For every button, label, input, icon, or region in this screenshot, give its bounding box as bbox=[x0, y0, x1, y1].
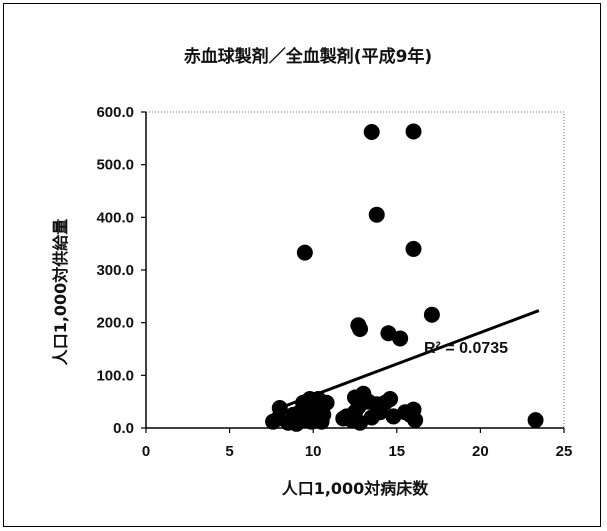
y-tick-label: 500.0 bbox=[96, 157, 134, 174]
x-tick-label: 10 bbox=[305, 443, 322, 460]
data-points bbox=[265, 123, 544, 432]
data-point bbox=[423, 306, 440, 323]
x-axis-label: 人口1,000対病床数 bbox=[282, 479, 430, 498]
x-tick-label: 25 bbox=[556, 443, 573, 460]
data-point bbox=[318, 394, 335, 411]
y-tick-label: 600.0 bbox=[96, 104, 134, 121]
x-tick-label: 20 bbox=[472, 443, 489, 460]
data-point bbox=[296, 244, 313, 261]
data-point bbox=[392, 330, 409, 347]
r-squared-label: R² = 0.0735 bbox=[424, 340, 508, 357]
data-point bbox=[382, 391, 399, 408]
x-tick-label: 5 bbox=[225, 443, 233, 460]
y-tick-label: 0.0 bbox=[113, 420, 134, 437]
x-tick-group: 0 5 10 15 20 25 bbox=[142, 428, 573, 460]
chart-frame bbox=[3, 3, 601, 527]
x-tick-label: 15 bbox=[388, 443, 405, 460]
y-tick-label: 200.0 bbox=[96, 315, 134, 332]
data-point bbox=[407, 412, 424, 429]
y-tick-label: 300.0 bbox=[96, 262, 134, 279]
y-tick-label: 100.0 bbox=[96, 367, 134, 384]
data-point bbox=[527, 412, 544, 429]
data-point bbox=[363, 124, 380, 141]
trendline-group bbox=[279, 309, 540, 410]
data-point bbox=[315, 406, 332, 423]
y-axis-label: 人口1,000対供給量 bbox=[51, 219, 70, 366]
data-point bbox=[271, 399, 288, 416]
data-point bbox=[352, 320, 369, 337]
trendline bbox=[279, 309, 540, 410]
data-point bbox=[405, 123, 422, 140]
x-tick-label: 0 bbox=[142, 443, 150, 460]
chart-title: 赤血球製剤／全血製剤(平成9年) bbox=[184, 46, 432, 67]
data-point bbox=[368, 206, 385, 223]
y-tick-label: 400.0 bbox=[96, 209, 134, 226]
y-tick-group: 0.0 100.0 200.0 300.0 400.0 500.0 600.0 bbox=[96, 104, 146, 437]
data-point bbox=[405, 240, 422, 257]
